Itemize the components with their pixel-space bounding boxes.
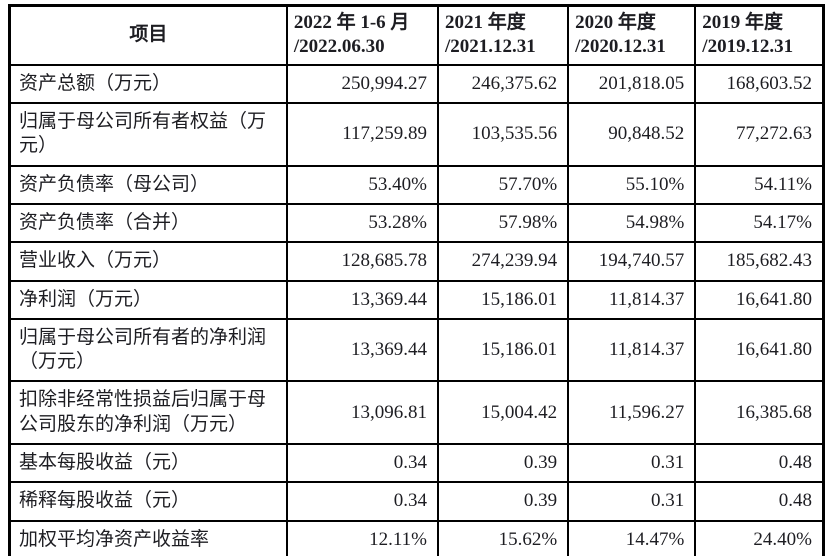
cell-value: 55.10% (567, 164, 697, 205)
row-label: 资产总额（万元） (8, 63, 288, 104)
column-header-2022h1: 2022 年 1-6 月 /2022.06.30 (285, 4, 440, 66)
row-label: 稀释每股收益（元） (8, 481, 288, 522)
period-date: /2022.06.30 (293, 36, 385, 58)
table-row-net-profit: 净利润（万元） 13,369.44 15,186.01 11,814.37 16… (8, 279, 825, 320)
table-row-net-profit-parent: 归属于母公司所有者的净利润（万元） 13,369.44 15,186.01 11… (8, 317, 825, 383)
cell-value: 0.31 (567, 481, 697, 522)
table-row-parent-equity: 归属于母公司所有者权益（万元） 117,259.89 103,535.56 90… (8, 101, 825, 167)
cell-value: 13,096.81 (285, 380, 440, 446)
cell-value: 15.62% (436, 519, 570, 556)
table-header: 项目 2022 年 1-6 月 /2022.06.30 2021 年度 /202… (8, 4, 825, 66)
cell-value: 11,814.37 (567, 279, 697, 320)
column-header-item: 项目 (8, 4, 288, 66)
column-header-2021: 2021 年度 /2021.12.31 (436, 4, 570, 66)
period-title: 2020 年度 (575, 12, 656, 33)
row-label: 归属于母公司所有者权益（万元） (8, 101, 288, 167)
cell-value: 54.11% (694, 164, 825, 205)
cell-value: 0.34 (285, 481, 440, 522)
period-date: /2021.12.31 (445, 36, 536, 58)
cell-value: 274,239.94 (436, 241, 570, 282)
row-label: 营业收入（万元） (8, 241, 288, 282)
cell-value: 57.98% (436, 202, 570, 244)
row-label: 基本每股收益（元） (8, 443, 288, 484)
table-row-basic-eps: 基本每股收益（元） 0.34 0.39 0.31 0.48 (8, 443, 825, 484)
header-row: 项目 2022 年 1-6 月 /2022.06.30 2021 年度 /202… (8, 4, 825, 66)
cell-value: 11,814.37 (567, 317, 697, 383)
table-body: 资产总额（万元） 250,994.27 246,375.62 201,818.0… (8, 63, 825, 556)
cell-value: 15,186.01 (436, 317, 570, 383)
financial-summary-table: 项目 2022 年 1-6 月 /2022.06.30 2021 年度 /202… (8, 4, 825, 556)
cell-value: 16,641.80 (694, 279, 825, 320)
period-title: 2019 年度 (702, 12, 784, 33)
cell-value: 90,848.52 (567, 101, 697, 167)
cell-value: 103,535.56 (436, 101, 570, 167)
table-row-revenue: 营业收入（万元） 128,685.78 274,239.94 194,740.5… (8, 241, 825, 282)
cell-value: 24.40% (694, 519, 825, 556)
cell-value: 0.39 (436, 481, 570, 522)
cell-value: 0.48 (694, 481, 825, 522)
column-header-2019: 2019 年度 /2019.12.31 (694, 4, 825, 66)
row-label: 归属于母公司所有者的净利润（万元） (8, 317, 288, 383)
cell-value: 77,272.63 (694, 101, 825, 167)
cell-value: 13,369.44 (285, 279, 440, 320)
cell-value: 13,369.44 (285, 317, 440, 383)
cell-value: 0.48 (694, 443, 825, 484)
row-label: 资产负债率（母公司） (8, 164, 288, 205)
cell-value: 168,603.52 (694, 63, 825, 104)
table-row-debt-ratio-parent: 资产负债率（母公司） 53.40% 57.70% 55.10% 54.11% (8, 164, 825, 205)
column-header-2020: 2020 年度 /2020.12.31 (567, 4, 697, 66)
table-row-total-assets: 资产总额（万元） 250,994.27 246,375.62 201,818.0… (8, 63, 825, 104)
cell-value: 15,004.42 (436, 380, 570, 446)
cell-value: 128,685.78 (285, 241, 440, 282)
period-title: 2021 年度 (445, 12, 526, 33)
cell-value: 194,740.57 (567, 241, 697, 282)
cell-value: 11,596.27 (567, 380, 697, 446)
cell-value: 53.40% (285, 164, 440, 205)
cell-value: 0.34 (285, 443, 440, 484)
table-row-debt-ratio-consolidated: 资产负债率（合并） 53.28% 57.98% 54.98% 54.17% (8, 202, 825, 244)
row-label: 资产负债率（合并） (8, 202, 288, 244)
cell-value: 16,385.68 (694, 380, 825, 446)
cell-value: 246,375.62 (436, 63, 570, 104)
cell-value: 54.98% (567, 202, 697, 244)
cell-value: 57.70% (436, 164, 570, 205)
cell-value: 0.39 (436, 443, 570, 484)
cell-value: 12.11% (285, 519, 440, 556)
cell-value: 117,259.89 (285, 101, 440, 167)
row-label: 扣除非经常性损益后归属于母公司股东的净利润（万元） (8, 380, 288, 446)
table-row-net-profit-deducted: 扣除非经常性损益后归属于母公司股东的净利润（万元） 13,096.81 15,0… (8, 380, 825, 446)
cell-value: 54.17% (694, 202, 825, 244)
cell-value: 250,994.27 (285, 63, 440, 104)
cell-value: 14.47% (567, 519, 697, 556)
row-label: 净利润（万元） (8, 279, 288, 320)
cell-value: 16,641.80 (694, 317, 825, 383)
period-title: 2022 年 1-6 月 (293, 12, 410, 33)
row-label: 加权平均净资产收益率 (8, 519, 288, 556)
period-date: /2019.12.31 (702, 36, 794, 58)
period-date: /2020.12.31 (575, 36, 666, 58)
cell-value: 201,818.05 (567, 63, 697, 104)
cell-value: 0.31 (567, 443, 697, 484)
cell-value: 15,186.01 (436, 279, 570, 320)
table-row-weighted-avg-roe: 加权平均净资产收益率 12.11% 15.62% 14.47% 24.40% (8, 519, 825, 556)
cell-value: 185,682.43 (694, 241, 825, 282)
cell-value: 53.28% (285, 202, 440, 244)
table-row-diluted-eps: 稀释每股收益（元） 0.34 0.39 0.31 0.48 (8, 481, 825, 522)
